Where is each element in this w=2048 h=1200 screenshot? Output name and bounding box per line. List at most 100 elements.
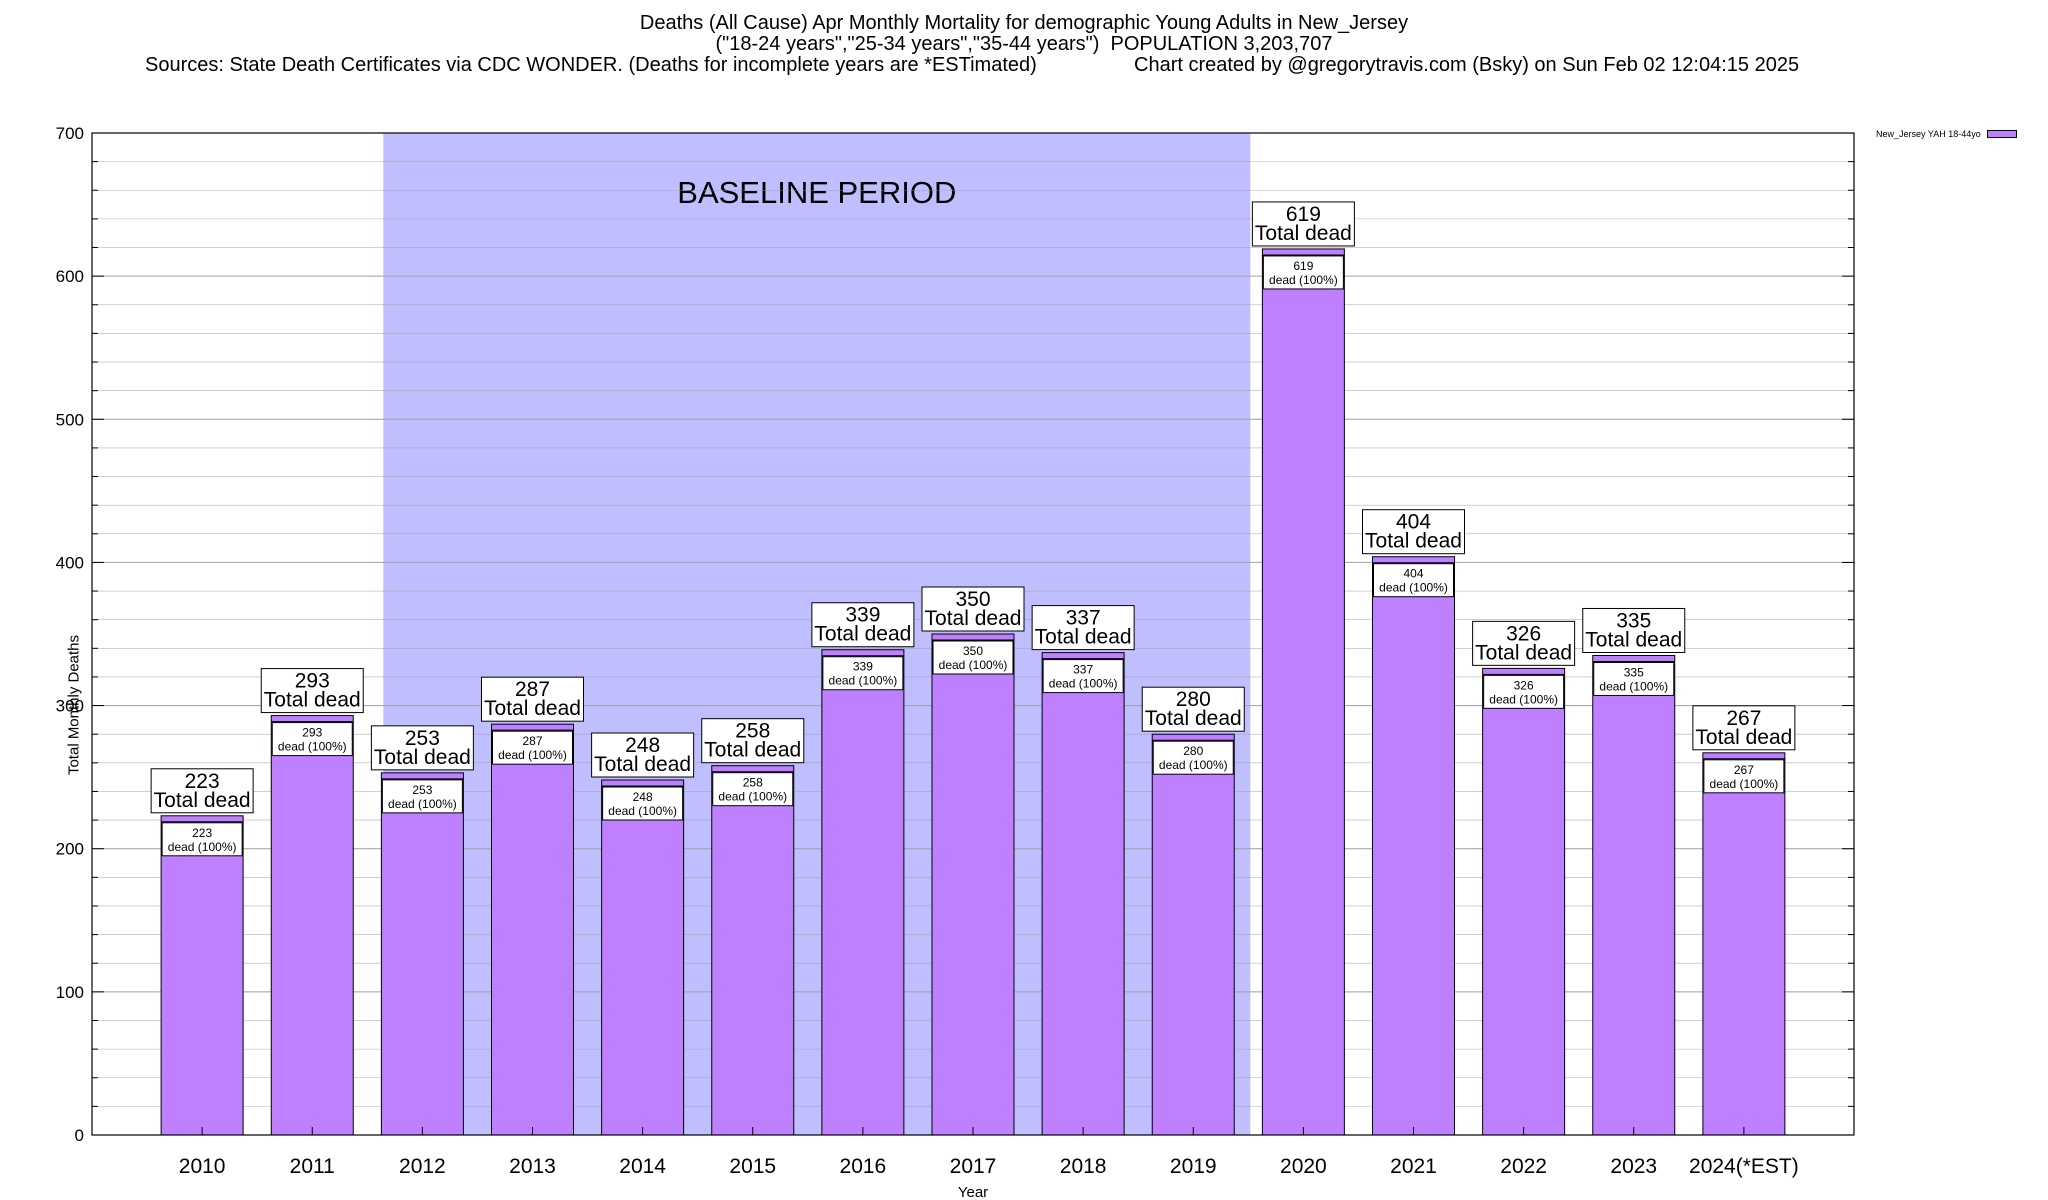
x-tick-label: 2020 (1280, 1155, 1327, 1178)
bar-total-label-box (701, 718, 805, 764)
y-tick-label: 300 (56, 697, 84, 716)
bar-inner-label-box (1262, 255, 1344, 290)
bar-total-value: 280 (1176, 688, 1211, 711)
bar-inner-label-box (932, 640, 1014, 675)
bar-total-label-box (811, 602, 915, 648)
bar-inner-label-box (381, 779, 463, 814)
bar-inner-value: 339 (853, 660, 873, 674)
bar (931, 633, 1015, 1136)
bar (821, 649, 905, 1136)
bar-inner-value: 258 (743, 776, 763, 790)
bar-total-label-box (1692, 705, 1796, 751)
bar-inner-value: 619 (1293, 259, 1313, 273)
bar-inner-caption: dead (100%) (278, 740, 347, 754)
bar-total-label-box (1031, 605, 1135, 651)
chart-sources: Sources: State Death Certificates via CD… (145, 54, 1037, 76)
x-tick-label: 2023 (1610, 1155, 1657, 1178)
bar-total-value: 404 (1396, 511, 1431, 534)
bar-inner-caption: dead (100%) (608, 804, 677, 818)
bar-total-caption: Total dead (264, 689, 361, 712)
bar (1592, 654, 1676, 1136)
bar-total-label-box (1472, 620, 1576, 666)
y-tick-label: 100 (56, 983, 84, 1002)
x-tick-label: 2016 (840, 1155, 887, 1178)
bar-total-label-box (591, 732, 695, 778)
bar (1041, 652, 1125, 1136)
y-tick-label: 0 (75, 1126, 84, 1145)
bar-total-caption: Total dead (1365, 530, 1462, 553)
bar (160, 815, 244, 1136)
bar-total-label-box (260, 668, 364, 714)
x-tick-label: 2018 (1060, 1155, 1107, 1178)
bar-inner-label-box (161, 822, 243, 857)
bar-total-caption: Total dead (1035, 626, 1132, 649)
bar-inner-value: 267 (1734, 763, 1754, 777)
bar-inner-caption: dead (100%) (498, 748, 567, 762)
bar (1261, 248, 1345, 1136)
bar-inner-label-box (1703, 759, 1785, 794)
bar (1482, 667, 1566, 1136)
bar-inner-caption: dead (100%) (1049, 677, 1118, 691)
bar-inner-caption: dead (100%) (829, 674, 898, 688)
bar-total-value: 326 (1506, 622, 1541, 645)
bar-total-value: 258 (735, 720, 770, 743)
bar (1151, 733, 1235, 1136)
bar-inner-caption: dead (100%) (1269, 273, 1338, 287)
bar-total-label-box (150, 768, 254, 814)
bar-inner-value: 337 (1073, 663, 1093, 677)
bar-inner-label-box (822, 656, 904, 691)
bar-inner-value: 293 (302, 726, 322, 740)
bar (1702, 752, 1786, 1136)
bar-total-label-box (481, 676, 584, 722)
bar-total-value: 253 (405, 727, 440, 750)
x-tick-label: 2014 (619, 1155, 666, 1178)
bar (1372, 556, 1455, 1136)
legend-label: New_Jersey YAH 18-44yo (1876, 129, 1981, 139)
bar-total-value: 293 (295, 670, 330, 693)
bar-total-caption: Total dead (1255, 222, 1352, 245)
bar-inner-caption: dead (100%) (388, 797, 457, 811)
bar-inner-caption: dead (100%) (1599, 679, 1668, 693)
bar-inner-caption: dead (100%) (939, 658, 1008, 672)
x-tick-label: 2021 (1390, 1155, 1437, 1178)
bar-inner-label-box (1152, 740, 1234, 775)
bar-total-value: 619 (1286, 203, 1321, 226)
bar-total-caption: Total dead (594, 753, 691, 776)
bar-inner-label-box (1373, 563, 1454, 598)
x-tick-label: 2010 (179, 1155, 226, 1178)
y-tick-label: 700 (56, 124, 84, 143)
bar-inner-value: 335 (1624, 665, 1644, 679)
bar (601, 779, 685, 1136)
y-tick-label: 600 (56, 267, 84, 286)
bar (711, 765, 795, 1136)
legend: New_Jersey YAH 18-44yo (1876, 129, 2017, 139)
x-tick-label: 2013 (509, 1155, 556, 1178)
x-tick-label: 2012 (399, 1155, 446, 1178)
bar-inner-value: 287 (522, 734, 542, 748)
baseline-label: BASELINE PERIOD (677, 175, 956, 210)
bar-total-caption: Total dead (814, 623, 911, 646)
y-tick-label: 500 (56, 410, 84, 429)
bar-total-value: 287 (515, 678, 550, 701)
bar-total-value: 335 (1616, 609, 1651, 632)
x-tick-label: 2011 (290, 1155, 335, 1178)
plot-border (91, 132, 1855, 1136)
bar-inner-label-box (1042, 659, 1124, 694)
bar-inner-label-box (712, 772, 794, 807)
bar-total-caption: Total dead (1695, 726, 1792, 749)
bar-total-value: 337 (1066, 607, 1101, 630)
bar-inner-value: 280 (1183, 744, 1203, 758)
bar-total-caption: Total dead (925, 607, 1022, 630)
bar-total-value: 339 (845, 604, 880, 627)
bar-total-caption: Total dead (704, 739, 801, 762)
bar-total-value: 223 (185, 770, 220, 793)
chart-title: Deaths (All Cause) Apr Monthly Mortality… (639, 12, 1409, 34)
bar-total-label-box (921, 586, 1025, 632)
bar-inner-caption: dead (100%) (718, 790, 787, 804)
chart-subtitle: ("18-24 years","25-34 years","35-44 year… (715, 33, 1333, 55)
bar-inner-label-box (492, 730, 573, 765)
bar-inner-value: 326 (1514, 678, 1534, 692)
chart-credit: Chart created by @gregorytravis.com (Bsk… (1134, 54, 1800, 76)
bar-total-caption: Total dead (374, 746, 471, 769)
